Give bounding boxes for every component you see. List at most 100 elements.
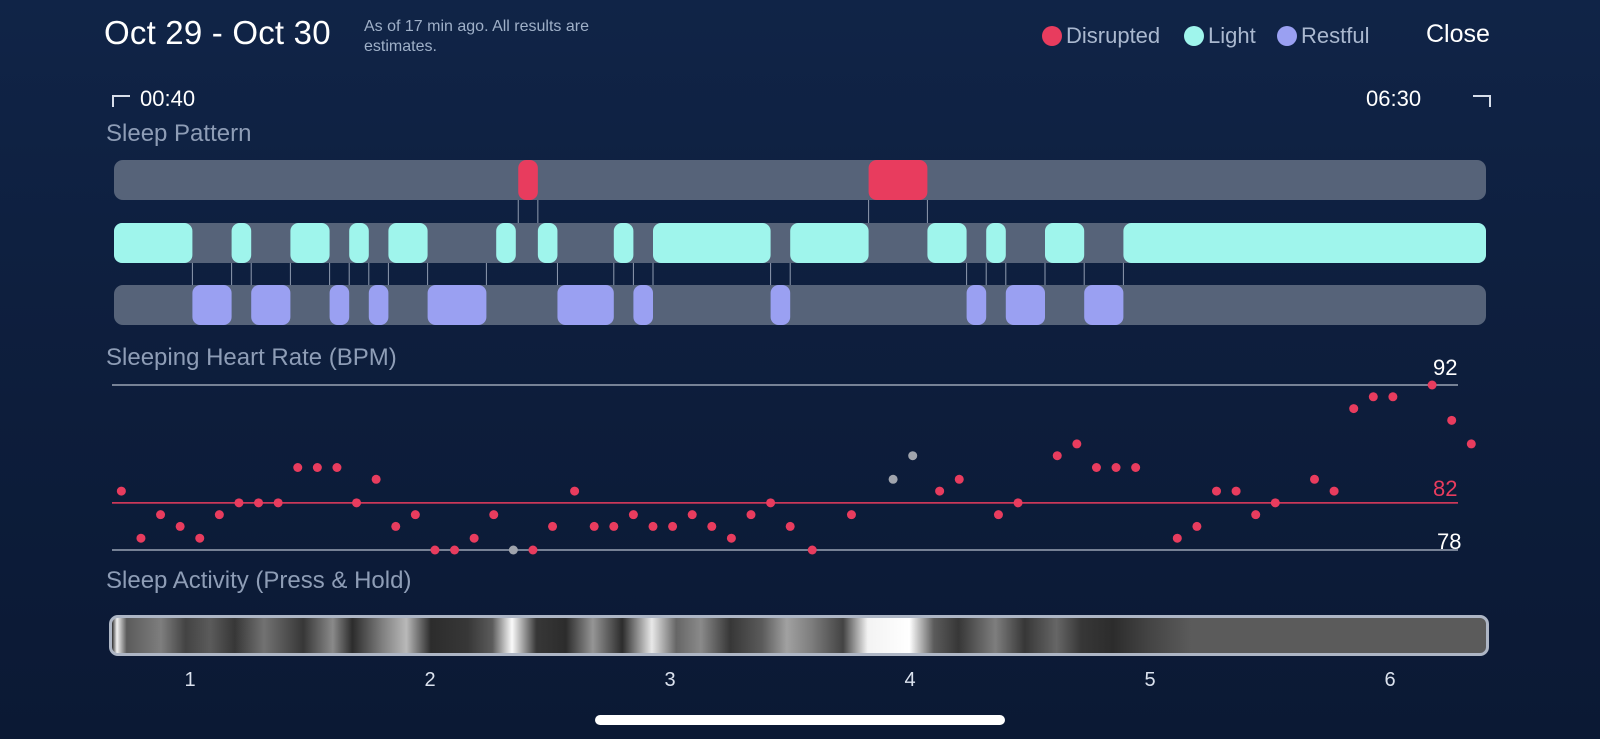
restful-segment bbox=[427, 285, 487, 325]
restful-track bbox=[114, 285, 1486, 325]
heart-rate-point bbox=[628, 510, 638, 520]
heart-rate-point bbox=[1388, 392, 1398, 402]
heart-rate-point bbox=[234, 498, 244, 508]
heart-rate-point bbox=[1447, 415, 1457, 425]
restful-segment bbox=[770, 285, 791, 325]
heart-rate-point bbox=[1212, 486, 1221, 496]
restful-segment bbox=[966, 285, 987, 325]
heart-rate-point bbox=[935, 486, 945, 496]
disrupted-segment bbox=[518, 160, 538, 200]
light-segment bbox=[290, 223, 330, 263]
sleep-activity-bar[interactable] bbox=[109, 615, 1489, 656]
heart-rate-point bbox=[954, 474, 964, 484]
light-segment bbox=[1045, 223, 1085, 263]
light-segment bbox=[496, 223, 516, 263]
restful-segment bbox=[329, 285, 350, 325]
legend-disrupted: Disrupted bbox=[1042, 22, 1160, 50]
heart-rate-point bbox=[648, 521, 658, 531]
restful-dot-icon bbox=[1277, 26, 1297, 46]
heart-rate-point bbox=[469, 533, 479, 543]
heart-rate-point-missing bbox=[888, 474, 898, 484]
page-title: Oct 29 - Oct 30 bbox=[104, 14, 331, 51]
heart-rate-point bbox=[1052, 451, 1062, 461]
heart-rate-title: Sleeping Heart Rate (BPM) bbox=[106, 344, 397, 371]
heart-rate-point bbox=[707, 521, 717, 531]
light-segment bbox=[537, 223, 558, 263]
light-dot-icon bbox=[1184, 26, 1204, 46]
heart-rate-point-missing bbox=[908, 451, 918, 461]
disrupted-segment bbox=[868, 160, 928, 200]
light-segment bbox=[927, 223, 967, 263]
heart-rate-point bbox=[1131, 463, 1141, 472]
light-segment bbox=[231, 223, 252, 263]
sleep-pattern-title: Sleep Pattern bbox=[106, 120, 252, 147]
x-tick-3: 3 bbox=[664, 669, 676, 691]
heart-rate-point bbox=[766, 498, 776, 508]
restful-segment bbox=[1005, 285, 1045, 325]
x-tick-4: 4 bbox=[904, 669, 916, 691]
estimate-note: As of 17 min ago. All results are estima… bbox=[364, 18, 589, 55]
legend-light: Light bbox=[1184, 22, 1256, 50]
heart-rate-point bbox=[1172, 533, 1182, 543]
heart-rate-point bbox=[1368, 392, 1378, 402]
x-tick-6: 6 bbox=[1384, 669, 1396, 691]
restful-segment bbox=[633, 285, 653, 325]
close-button[interactable]: Close bbox=[1426, 20, 1490, 48]
heart-rate-point bbox=[785, 521, 795, 531]
heart-rate-point bbox=[1270, 498, 1280, 508]
range-start-time: 00:40 bbox=[140, 86, 196, 111]
heart-rate-point bbox=[430, 545, 440, 555]
heart-rate-point bbox=[548, 521, 558, 531]
heart-rate-point bbox=[1091, 463, 1101, 472]
heart-rate-point bbox=[175, 521, 185, 531]
heart-rate-point bbox=[807, 545, 817, 555]
heart-rate-point bbox=[312, 463, 322, 472]
restful-segment bbox=[192, 285, 232, 325]
heart-rate-point bbox=[570, 486, 580, 496]
heart-rate-point bbox=[371, 474, 381, 484]
heart-rate-point bbox=[746, 510, 756, 520]
heart-rate-point bbox=[156, 510, 166, 520]
heart-rate-point bbox=[214, 510, 224, 520]
heart-rate-point bbox=[668, 521, 678, 531]
heart-rate-point bbox=[1111, 463, 1121, 472]
light-segment bbox=[790, 223, 869, 263]
heart-rate-chart bbox=[112, 380, 1476, 555]
heart-rate-point bbox=[136, 533, 146, 543]
disrupted-track bbox=[114, 160, 1486, 200]
heart-rate-point bbox=[1427, 380, 1437, 390]
restful-segment bbox=[1084, 285, 1124, 325]
heart-rate-point bbox=[609, 521, 619, 531]
restful-segment bbox=[251, 285, 291, 325]
heart-rate-point bbox=[450, 545, 460, 555]
heart-rate-point-missing bbox=[508, 545, 518, 555]
light-segment bbox=[986, 223, 1006, 263]
home-indicator[interactable] bbox=[595, 715, 1005, 725]
light-segment bbox=[388, 223, 428, 263]
legend-restful: Restful bbox=[1277, 22, 1369, 50]
x-tick-1: 1 bbox=[184, 669, 196, 691]
heart-rate-point bbox=[489, 510, 499, 520]
heart-rate-point bbox=[589, 521, 599, 531]
heart-rate-point bbox=[1013, 498, 1023, 508]
heart-rate-point bbox=[1310, 474, 1319, 484]
range-end-bracket-icon bbox=[1473, 95, 1491, 107]
legend-light-label: Light bbox=[1208, 23, 1256, 48]
disrupted-dot-icon bbox=[1042, 26, 1062, 46]
legend-disrupted-label: Disrupted bbox=[1066, 23, 1161, 48]
sleep-pattern-chart bbox=[114, 160, 1486, 325]
heart-rate-point bbox=[1251, 510, 1261, 520]
heart-rate-point bbox=[687, 510, 697, 520]
heart-rate-point bbox=[195, 533, 205, 543]
hr-min-label: 78 bbox=[1437, 529, 1462, 554]
light-segment bbox=[613, 223, 634, 263]
restful-segment bbox=[368, 285, 389, 325]
heart-rate-point bbox=[726, 533, 736, 543]
heart-rate-point bbox=[1349, 404, 1359, 414]
heart-rate-point bbox=[1329, 486, 1339, 496]
heart-rate-point bbox=[116, 486, 126, 496]
legend-restful-label: Restful bbox=[1301, 23, 1370, 48]
sleep-activity-title: Sleep Activity (Press & Hold) bbox=[106, 567, 412, 594]
light-segment bbox=[349, 223, 369, 263]
heart-rate-point bbox=[1072, 439, 1082, 449]
